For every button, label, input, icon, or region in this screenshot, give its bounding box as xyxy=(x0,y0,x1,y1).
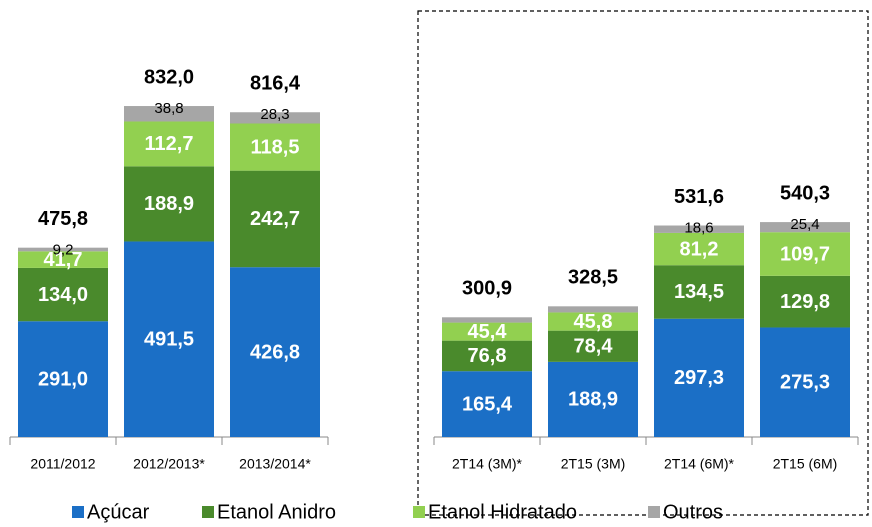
bar-segment xyxy=(442,317,532,323)
legend-label: Outros xyxy=(663,501,723,523)
bar-segment xyxy=(18,267,108,322)
legend-swatch xyxy=(648,506,660,518)
total-label: 300,9 xyxy=(462,278,512,300)
data-label: 242,7 xyxy=(250,208,300,230)
legend-label: Açúcar xyxy=(87,501,150,523)
data-label: 9,2 xyxy=(53,242,74,259)
bar-segment xyxy=(654,232,744,266)
data-label: 134,5 xyxy=(674,281,724,303)
bar-segment xyxy=(548,330,638,362)
bar-segment xyxy=(124,166,214,242)
data-label: 275,3 xyxy=(780,372,830,394)
bar-segment xyxy=(548,306,638,313)
data-label: 41,7 xyxy=(44,249,83,271)
bar-segment xyxy=(760,232,850,276)
bar-segment xyxy=(442,340,532,372)
bar-segment xyxy=(230,112,320,124)
total-label: 475,8 xyxy=(38,208,88,230)
data-label: 291,0 xyxy=(38,368,88,390)
bar-segment xyxy=(18,247,108,252)
bar-segment xyxy=(124,121,214,167)
data-label: 25,4 xyxy=(790,216,819,233)
bar-segment xyxy=(18,321,108,437)
total-label: 531,6 xyxy=(674,186,724,208)
bar-segment xyxy=(442,322,532,341)
bar-segment xyxy=(230,123,320,171)
data-label: 188,9 xyxy=(144,193,194,215)
data-label: 112,7 xyxy=(145,133,194,155)
bar-segment xyxy=(442,371,532,437)
bar-segment xyxy=(124,106,214,122)
legend-swatch xyxy=(413,506,425,518)
data-label: 297,3 xyxy=(674,367,724,389)
data-label: 129,8 xyxy=(780,291,830,313)
data-label: 134,0 xyxy=(38,284,88,306)
x-tick-label: 2012/2013* xyxy=(133,456,205,472)
bar-segment xyxy=(654,265,744,319)
dashed-box xyxy=(417,10,869,516)
bar-segment xyxy=(760,327,850,437)
data-label: 81,2 xyxy=(680,238,719,260)
data-label: 165,4 xyxy=(462,393,513,415)
bar-segment xyxy=(760,222,850,233)
x-tick-label: 2T15 (3M) xyxy=(561,456,626,472)
data-label: 426,8 xyxy=(250,341,300,363)
x-tick-label: 2011/2012 xyxy=(30,456,95,472)
total-label: 832,0 xyxy=(144,66,194,88)
legend-label: Etanol Anidro xyxy=(217,501,336,523)
legend-swatch xyxy=(202,506,214,518)
x-tick-label: 2T15 (6M) xyxy=(773,456,838,472)
data-label: 45,4 xyxy=(468,321,508,343)
total-label: 816,4 xyxy=(250,72,301,94)
x-tick-label: 2013/2014* xyxy=(239,456,311,472)
data-label: 38,8 xyxy=(154,100,183,117)
data-label: 188,9 xyxy=(568,389,618,411)
x-tick-label: 2T14 (3M)* xyxy=(452,456,523,472)
bar-segment xyxy=(548,361,638,437)
bar-segment xyxy=(18,251,108,268)
data-label: 76,8 xyxy=(468,345,507,367)
data-label: 491,5 xyxy=(144,329,194,351)
data-label: 28,3 xyxy=(260,106,289,123)
data-label: 18,6 xyxy=(684,219,713,236)
bar-segment xyxy=(654,225,744,233)
legend-label: Etanol Hidratado xyxy=(428,501,577,523)
data-label: 78,4 xyxy=(574,336,614,358)
total-label: 540,3 xyxy=(780,182,830,204)
bar-segment xyxy=(230,170,320,268)
bar-segment xyxy=(548,312,638,331)
x-tick-label: 2T14 (6M)* xyxy=(664,456,735,472)
bar-segment xyxy=(760,275,850,328)
data-label: 109,7 xyxy=(780,243,830,265)
bar-segment xyxy=(230,267,320,437)
bar-segment xyxy=(124,241,214,437)
data-label: 45,8 xyxy=(574,311,613,333)
bar-segment xyxy=(654,318,744,437)
legend-swatch xyxy=(72,506,84,518)
total-label: 328,5 xyxy=(568,267,618,289)
data-label: 118,5 xyxy=(251,136,300,158)
